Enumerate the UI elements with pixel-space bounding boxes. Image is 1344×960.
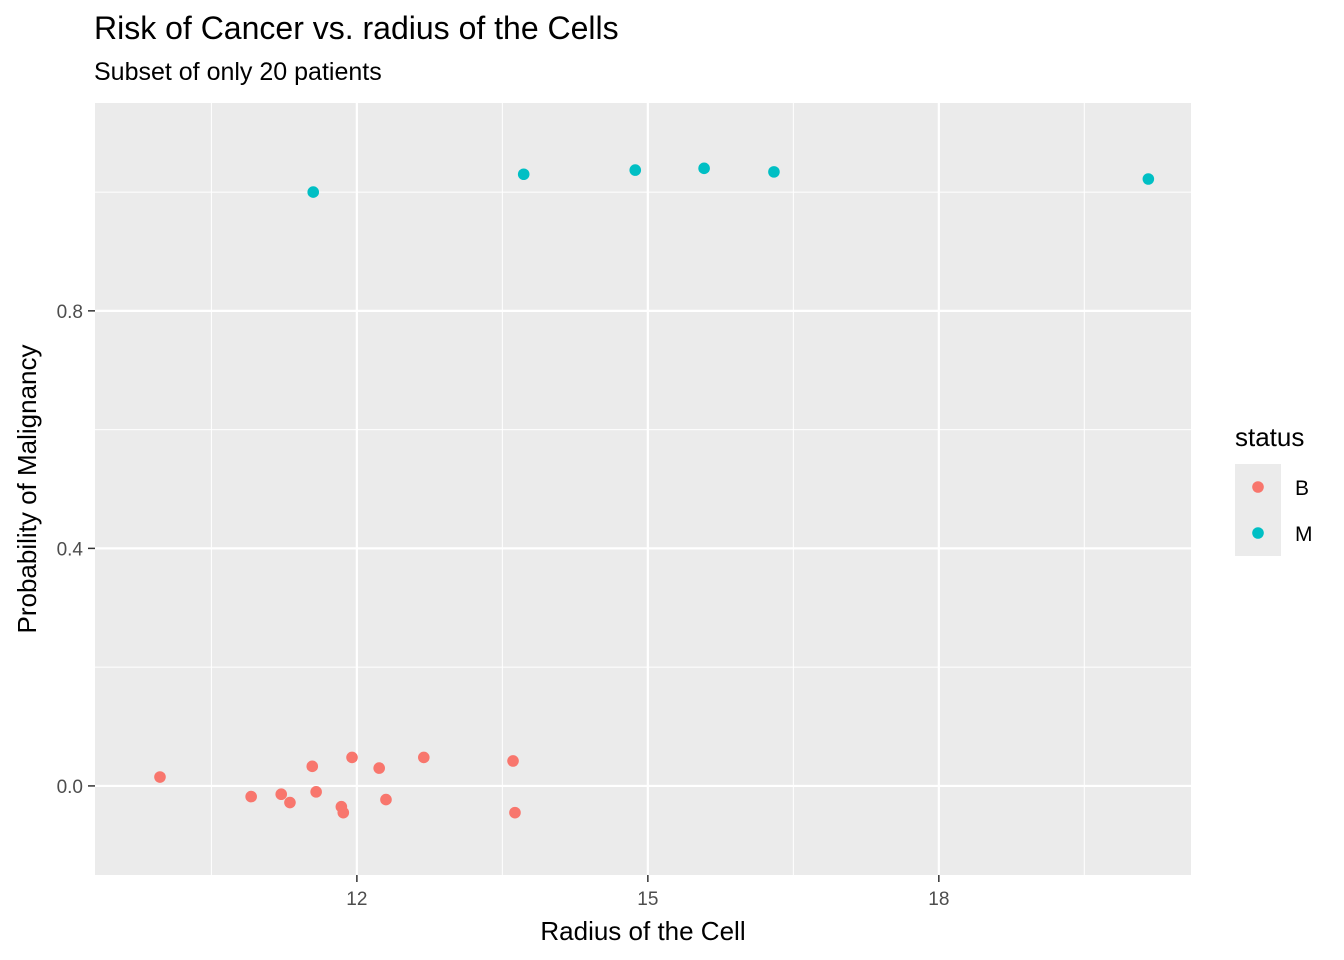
legend-title: status xyxy=(1235,422,1304,452)
x-tick-label: 18 xyxy=(928,889,949,910)
y-tick-labels: 0.0 0.4 0.8 xyxy=(57,302,84,798)
minor-gridlines xyxy=(95,103,1191,875)
data-point-m xyxy=(1142,173,1155,185)
legend-key-background xyxy=(1235,464,1281,556)
data-point-b xyxy=(154,771,166,783)
y-tick-label: 0.4 xyxy=(57,539,84,560)
y-tick-label: 0.0 xyxy=(57,777,83,798)
data-point-b xyxy=(373,762,385,774)
legend-label-m: M xyxy=(1295,523,1313,546)
data-point-m xyxy=(698,162,710,175)
data-point-b xyxy=(380,793,392,806)
data-point-b xyxy=(346,751,358,764)
x-tick-label: 12 xyxy=(346,889,367,910)
x-tick-labels: 12 15 18 xyxy=(346,889,949,910)
data-point-b xyxy=(310,786,322,798)
data-point-b xyxy=(306,760,319,773)
data-point-m xyxy=(517,168,530,181)
data-point-m xyxy=(629,164,642,176)
x-axis-title: Radius of the Cell xyxy=(540,916,745,946)
plot-panel xyxy=(95,103,1191,875)
legend-key-m xyxy=(1252,527,1264,539)
chart-subtitle: Subset of only 20 patients xyxy=(94,58,382,86)
data-point-b xyxy=(275,788,288,801)
data-point-b xyxy=(284,796,296,809)
major-gridlines xyxy=(95,103,1191,875)
x-tick-label: 15 xyxy=(637,889,658,910)
legend-key-b xyxy=(1252,481,1264,493)
data-point-m xyxy=(768,166,780,178)
chart-title: Risk of Cancer vs. radius of the Cells xyxy=(94,10,619,46)
y-tick-label: 0.8 xyxy=(57,302,83,323)
legend-label-b: B xyxy=(1295,477,1309,500)
y-axis-title: Probability of Malignancy xyxy=(12,344,42,633)
data-point-m xyxy=(307,186,320,198)
data-point-b xyxy=(509,806,521,819)
axis-ticks xyxy=(88,310,940,882)
data-point-b xyxy=(507,755,519,767)
data-point-b xyxy=(337,806,350,819)
data-point-b xyxy=(418,751,430,764)
data-points xyxy=(154,162,1155,819)
data-point-b xyxy=(245,790,257,803)
legend: status BM xyxy=(1235,422,1313,556)
